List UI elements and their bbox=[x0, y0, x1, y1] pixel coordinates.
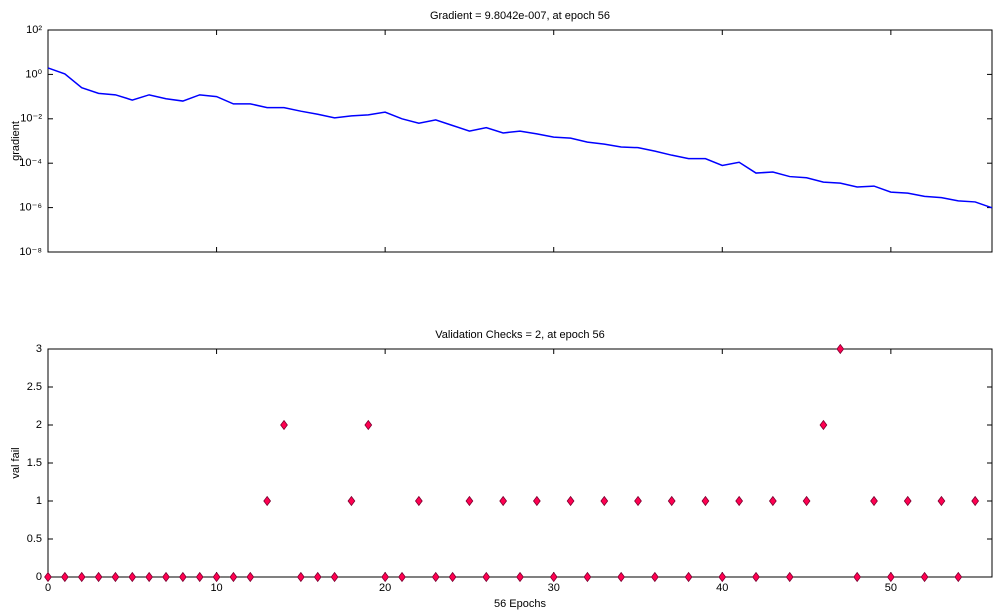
y-tick-label: 0.5 bbox=[27, 533, 42, 545]
marker bbox=[246, 571, 255, 583]
x-tick-label: 50 bbox=[885, 582, 897, 594]
y-tick-label: 0 bbox=[36, 571, 42, 583]
plot-area bbox=[47, 29, 993, 253]
marker bbox=[77, 571, 86, 583]
marker bbox=[330, 571, 339, 583]
marker bbox=[954, 571, 963, 583]
x-tick-label: 30 bbox=[548, 582, 560, 594]
y-axis-label: gradient bbox=[10, 121, 22, 161]
marker bbox=[785, 571, 794, 583]
marker bbox=[280, 419, 288, 431]
marker bbox=[263, 495, 272, 507]
x-tick-label: 10 bbox=[210, 582, 222, 594]
marker bbox=[364, 419, 373, 431]
marker bbox=[836, 343, 845, 355]
marker bbox=[128, 571, 137, 583]
marker bbox=[937, 495, 946, 507]
marker bbox=[431, 571, 440, 583]
y-tick-label: 3 bbox=[36, 343, 42, 355]
marker bbox=[313, 571, 322, 583]
y-tick-label: 1 bbox=[36, 495, 42, 507]
marker bbox=[162, 571, 170, 583]
y-tick-label: 10⁻⁴ bbox=[19, 157, 42, 169]
marker bbox=[566, 495, 575, 507]
plot-area bbox=[47, 348, 993, 578]
x-tick-label: 40 bbox=[716, 582, 728, 594]
marker bbox=[920, 571, 929, 583]
marker bbox=[650, 571, 659, 583]
marker bbox=[802, 495, 811, 507]
marker bbox=[482, 571, 491, 583]
marker bbox=[718, 571, 727, 583]
marker bbox=[549, 571, 558, 583]
marker bbox=[768, 495, 777, 507]
marker bbox=[381, 571, 390, 583]
marker bbox=[735, 495, 744, 507]
y-tick-label: 2 bbox=[36, 419, 42, 431]
marker bbox=[667, 495, 676, 507]
marker bbox=[212, 571, 221, 583]
y-tick-label: 1.5 bbox=[27, 457, 42, 469]
marker bbox=[448, 571, 457, 583]
marker bbox=[971, 495, 980, 507]
x-axis-label: 56 Epochs bbox=[494, 598, 546, 610]
marker bbox=[532, 495, 541, 507]
y-axis-label: val fail bbox=[10, 447, 22, 478]
marker bbox=[752, 571, 760, 583]
chart-title: Gradient = 9.8042e-007, at epoch 56 bbox=[430, 10, 610, 22]
y-tick-label: 10⁰ bbox=[25, 68, 42, 80]
y-tick-label: 2.5 bbox=[27, 381, 42, 393]
marker bbox=[903, 495, 912, 507]
marker bbox=[886, 571, 895, 583]
marker bbox=[684, 571, 693, 583]
marker bbox=[819, 419, 828, 431]
marker bbox=[145, 571, 154, 583]
gradient-line bbox=[47, 67, 993, 209]
x-tick-label: 0 bbox=[45, 582, 51, 594]
marker bbox=[617, 571, 626, 583]
marker bbox=[60, 571, 69, 583]
y-tick-label: 10⁻⁶ bbox=[19, 202, 42, 214]
marker bbox=[516, 571, 524, 583]
chart-title: Validation Checks = 2, at epoch 56 bbox=[435, 329, 605, 341]
marker bbox=[229, 571, 238, 583]
marker bbox=[195, 571, 204, 583]
y-tick-label: 10² bbox=[26, 24, 42, 36]
marker bbox=[701, 495, 710, 507]
marker bbox=[398, 571, 406, 583]
marker bbox=[347, 495, 356, 507]
x-tick-label: 20 bbox=[379, 582, 391, 594]
marker bbox=[499, 495, 508, 507]
marker bbox=[600, 495, 609, 507]
marker bbox=[634, 495, 642, 507]
marker bbox=[853, 571, 862, 583]
marker bbox=[870, 495, 878, 507]
marker bbox=[111, 571, 120, 583]
y-tick-label: 10⁻² bbox=[20, 113, 42, 125]
marker bbox=[465, 495, 474, 507]
marker bbox=[94, 571, 103, 583]
marker bbox=[178, 571, 187, 583]
marker bbox=[583, 571, 592, 583]
marker bbox=[414, 495, 423, 507]
y-tick-label: 10⁻⁸ bbox=[19, 246, 42, 258]
marker bbox=[44, 571, 52, 583]
marker bbox=[296, 571, 305, 583]
